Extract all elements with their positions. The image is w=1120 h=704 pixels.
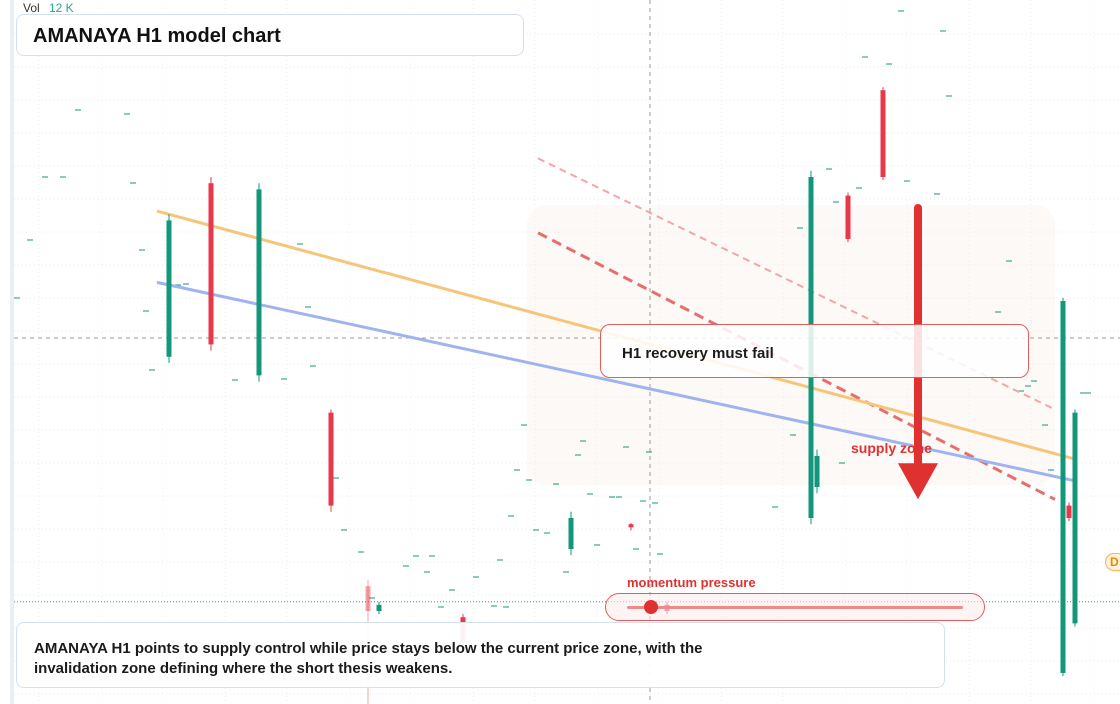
candle-body: [328, 412, 334, 506]
supply-arrow-head: [898, 463, 938, 500]
candle-body: [256, 189, 262, 376]
supply-zone-label: supply zone: [851, 440, 932, 456]
candle-body: [376, 604, 382, 611]
candle-body: [1066, 505, 1072, 518]
candle-body: [208, 183, 214, 345]
candle-body: [880, 90, 886, 177]
volume-label: Vol: [23, 1, 40, 15]
candle-body: [568, 518, 574, 549]
description-panel: AMANAYA H1 points to supply control whil…: [16, 622, 945, 688]
candle-body: [628, 524, 634, 528]
momentum-label: momentum pressure: [627, 575, 756, 590]
candle-body: [1072, 412, 1078, 624]
chart-title: AMANAYA H1 model chart: [33, 25, 281, 47]
recovery-callout[interactable]: H1 recovery must fail: [600, 324, 1029, 378]
left-axis-strip: [10, 0, 14, 704]
title-panel: AMANAYA H1 model chart: [16, 14, 524, 56]
volume-value: 12 K: [49, 1, 74, 15]
candle-body: [1060, 301, 1066, 673]
candle-body: [845, 195, 851, 239]
candle-body: [814, 456, 820, 487]
momentum-slider[interactable]: [605, 593, 985, 621]
price-badge[interactable]: D: [1105, 553, 1120, 571]
candle-body: [365, 586, 371, 611]
momentum-knob[interactable]: [643, 600, 658, 614]
recovery-callout-text: H1 recovery must fail: [622, 345, 774, 362]
momentum-track: [627, 606, 963, 609]
tick-noise: [14, 10, 1091, 608]
description-text: AMANAYA H1 points to supply control whil…: [34, 640, 703, 677]
candle-body: [166, 220, 172, 357]
